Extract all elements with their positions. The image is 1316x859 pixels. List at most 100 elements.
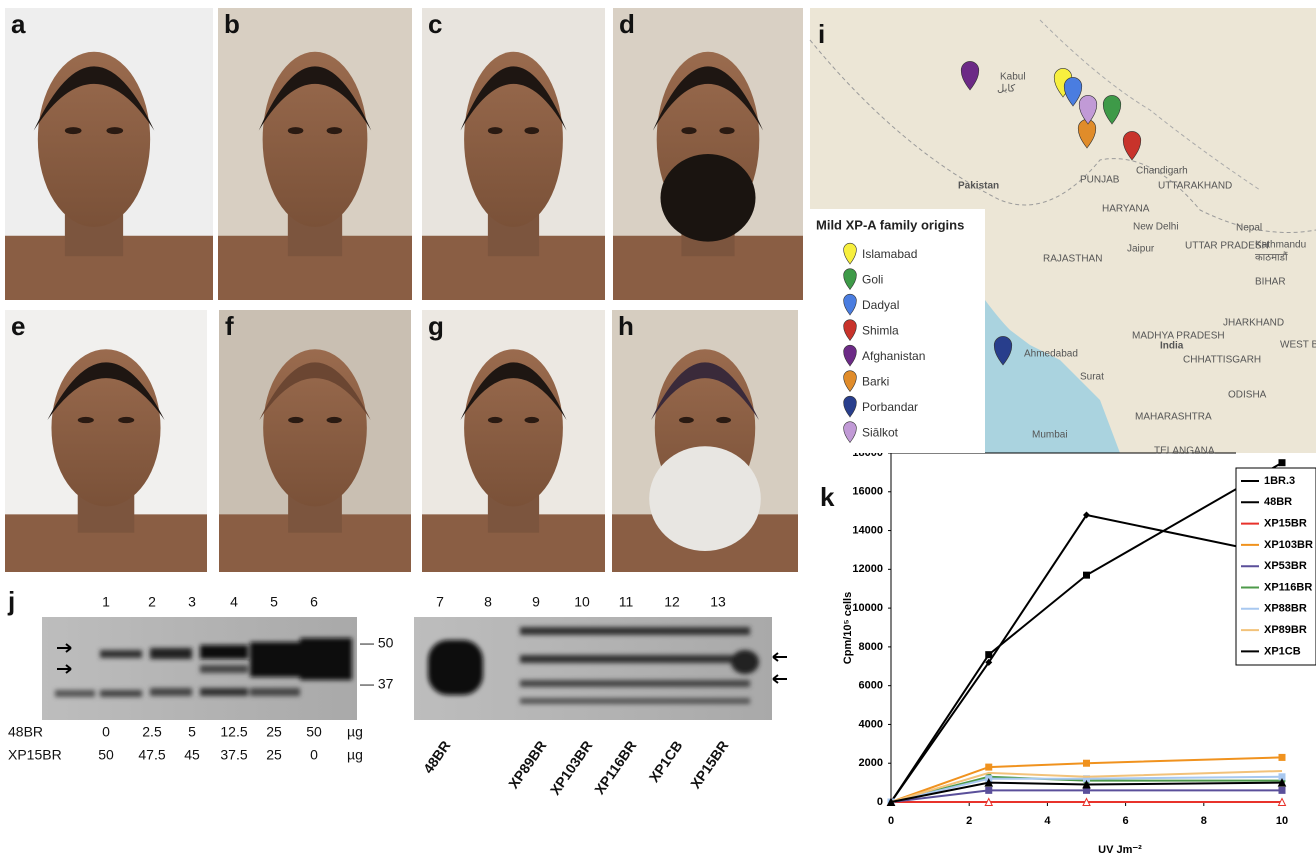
y-tick-label: 12000 (852, 563, 883, 575)
map-place: CHHATTISGARH (1183, 355, 1261, 366)
amount: 5 (188, 724, 196, 740)
y-tick-label: 0 (877, 796, 883, 808)
data-point (985, 764, 992, 771)
y-tick-label: 16000 (852, 486, 883, 498)
map-place: MAHARASHTRA (1135, 412, 1212, 423)
y-tick-label: 4000 (859, 718, 883, 730)
lane-number: 2 (148, 594, 156, 610)
y-axis-title: Cpm/10⁵ cells (842, 592, 854, 664)
lane-number: 10 (574, 594, 590, 610)
lane-number: 11 (619, 594, 634, 610)
photo-eye (327, 127, 343, 134)
map-place: ODISHA (1228, 390, 1267, 401)
photo-eye (679, 417, 694, 423)
arrow (773, 675, 787, 683)
legend-label: XP89BR (1264, 624, 1307, 636)
map-place: PUNJAB (1080, 175, 1120, 186)
row-label: 48BR (8, 724, 43, 740)
data-point (1083, 572, 1090, 579)
map-legend-label: Afghanistan (862, 349, 925, 363)
panel-label: e (11, 311, 25, 341)
lane-label: 48BR (420, 738, 454, 777)
map-place: BIHAR (1255, 277, 1286, 288)
map-place: Kabul (1000, 72, 1026, 83)
data-point (1279, 787, 1286, 794)
amount: 45 (184, 747, 200, 763)
x-tick-label: 0 (888, 815, 894, 827)
lane-label: XP89BR (505, 738, 549, 792)
map-legend-label: Porbandar (862, 400, 918, 414)
photo-eye (488, 417, 503, 423)
map-place: UTTAR PRADESH (1185, 241, 1269, 252)
map-place: HARYANA (1102, 204, 1150, 215)
photo-eye (288, 417, 303, 423)
lane-number: 4 (230, 594, 238, 610)
lane-number: 13 (710, 594, 726, 610)
panel-label: g (428, 311, 444, 341)
data-point (1083, 760, 1090, 767)
amount: 47.5 (138, 747, 165, 763)
panel-label: f (225, 311, 234, 341)
map-place: Surat (1080, 372, 1104, 383)
map-legend-label: Barki (862, 375, 889, 389)
amount: 2.5 (142, 724, 162, 740)
mw-marker: — 37 (360, 676, 394, 692)
amount: 12.5 (220, 724, 247, 740)
figure: k020004000600080001000012000140001600018… (0, 0, 1316, 859)
lane-number: 9 (532, 594, 540, 610)
photo-eye (524, 127, 539, 134)
panel-label: j (7, 586, 15, 616)
x-tick-label: 6 (1123, 815, 1129, 827)
y-tick-label: 14000 (852, 524, 883, 536)
map-place: New Delhi (1133, 222, 1179, 233)
unit: µg (347, 724, 363, 740)
row-label: XP15BR (8, 747, 62, 763)
lane-number: 6 (310, 594, 318, 610)
lane-number: 12 (664, 594, 680, 610)
map-legend-label: Siālkot (862, 426, 899, 440)
map-place: India (1160, 341, 1184, 352)
map-place: Ahmedabad (1024, 349, 1078, 360)
panel-label: h (618, 311, 634, 341)
unit: µg (347, 747, 363, 763)
x-tick-label: 4 (1044, 815, 1051, 827)
legend-label: 48BR (1264, 496, 1292, 508)
map-place: UTTARAKHAND (1158, 181, 1232, 192)
map-place: Chandigarh (1136, 166, 1188, 177)
panel-label: i (818, 19, 825, 49)
legend-label: XP103BR (1264, 539, 1313, 551)
map-place: Nepal (1236, 223, 1262, 234)
map-place: Mumbai (1032, 430, 1068, 441)
map-legend-label: Islamabad (862, 247, 917, 261)
panel-label: d (619, 9, 635, 39)
map-place: كابل (997, 84, 1015, 95)
data-point (985, 787, 992, 794)
map-place: Pakistan (958, 181, 999, 192)
legend-label: XP53BR (1264, 560, 1307, 572)
lane-label: XP103BR (547, 738, 596, 798)
x-tick-label: 10 (1276, 815, 1288, 827)
lane-number: 1 (102, 594, 110, 610)
data-point (985, 651, 992, 658)
y-tick-label: 2000 (859, 757, 883, 769)
photo-eye (106, 127, 123, 134)
photo-eye (118, 417, 134, 423)
map-place: JHARKHAND (1223, 318, 1284, 329)
photo-eye (524, 417, 539, 423)
photo-eye (288, 127, 304, 134)
panel-label: b (224, 9, 240, 39)
legend-label: XP15BR (1264, 518, 1307, 530)
map-legend-title: Mild XP-A family origins (816, 217, 964, 232)
photo-eye (681, 127, 696, 134)
photo-eye (488, 127, 503, 134)
y-tick-label: 8000 (859, 641, 883, 653)
amount: 25 (266, 747, 282, 763)
data-point (1279, 459, 1286, 466)
amount: 50 (306, 724, 322, 740)
mw-marker: — 50 (360, 635, 394, 651)
map-legend-label: Dadyal (862, 298, 899, 312)
data-point (1279, 754, 1286, 761)
photo-eye (719, 127, 734, 134)
map-place: काठमाडौं (1255, 252, 1288, 264)
map-place: Jaipur (1127, 244, 1155, 255)
